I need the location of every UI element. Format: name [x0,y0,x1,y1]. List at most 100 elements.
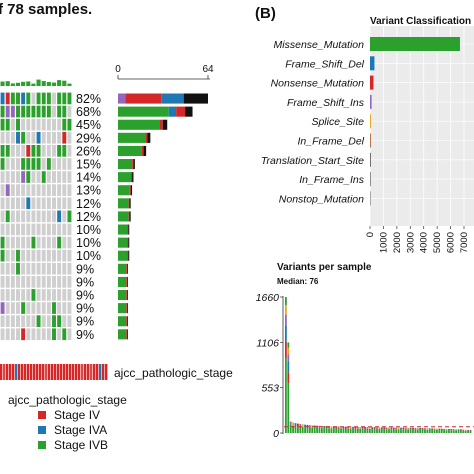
top-histogram-bar [10,83,15,86]
gene-bar-segment [126,290,127,301]
gene-bar-segment [118,106,169,117]
mutation-cell [0,197,5,210]
mutation-cell [36,249,41,262]
vps-bar-segment [380,429,383,433]
mutation-cell [21,302,26,314]
mutation-cell [26,171,31,183]
mutation-cell [41,289,46,301]
vps-bar-segment [402,429,405,433]
vc-category-label: Nonsense_Mutation [271,78,365,90]
vc-bar [370,152,371,167]
stage-annotation-cell [30,364,33,380]
mutation-cell [0,289,5,301]
vps-bar-segment [352,426,354,429]
vps-bar-segment [462,430,465,433]
vps-title: Variants per sample [277,262,372,273]
mutation-cell [36,145,41,157]
mutation-cell [41,197,46,210]
mutation-cell [41,105,46,118]
mutation-cell [0,210,5,223]
mutation-cell [26,236,31,249]
vps-bar-segment [337,426,340,429]
top-histogram-bar [15,82,21,86]
vps-bar-segment [395,427,398,430]
mutation-cell [0,223,5,236]
oncoplot-top-histogram [0,79,72,86]
mutation-cell [10,118,15,131]
top-histogram-bar [21,81,26,86]
gene-bar-segment [125,93,162,104]
mutation-cell [21,158,26,170]
mutation-cell [52,315,56,327]
gene-percentage: 45% [76,118,101,132]
vps-bar-segment [340,426,342,429]
vps-bar-segment [426,428,429,430]
top-histogram-bar [36,79,41,86]
mutation-cell [36,328,41,341]
vps-bar-segment [419,428,422,430]
vps-bar-segment [385,429,388,433]
mutation-cell [36,236,41,249]
mutation-cell [10,145,15,157]
top-histogram-bar [62,80,67,86]
stage-annotation-strip [0,364,108,380]
vps-bar-segment [452,430,455,433]
vps-bar-segment [400,429,402,433]
mutation-cell [52,223,56,236]
mutation-cell [31,184,36,196]
top-histogram-bar [5,81,10,86]
gene-percentage: 9% [76,289,94,303]
mutation-cell [46,92,51,105]
stage-annotation-cell [66,364,69,380]
mutation-cell [31,223,36,236]
vps-y-ticks: 0 553 1106 1660 [256,292,283,440]
annotation-track-label: ajcc_pathologic_stage [114,366,233,380]
mutation-cell [26,289,31,301]
gene-bar-segment [143,145,147,156]
mutation-cell [5,145,10,157]
vps-bar-segment [419,429,422,433]
gene-bar-segment [118,159,133,170]
mutation-cell [67,249,72,262]
mutation-cell [36,262,41,275]
stage-annotation-cell [27,364,30,380]
gene-bar-segment [127,250,129,261]
vps-bar-segment [287,342,290,348]
vps-ytick-label: 1106 [256,337,279,349]
vps-bar-segment [412,429,414,433]
mutation-cell [36,158,41,170]
mutation-cell [21,118,26,131]
gene-bar-segment [127,237,129,248]
vps-bar-segment [402,427,405,430]
mutation-cell [31,328,36,341]
stage-annotation-cell [63,364,66,380]
vps-bar-segment [285,297,287,306]
stage-annotation-cell [96,364,99,380]
gene-bar-segment [118,303,127,314]
gene-percentage: 9% [76,262,94,276]
legend-swatch [38,411,46,419]
vps-bar-segment [469,430,472,433]
vps-bar-segment [431,428,434,430]
vps-bar-segment [390,429,393,433]
stage-annotation-cell [12,364,15,380]
variant-class-bars [370,37,460,206]
mutation-cell [26,223,31,236]
mutation-cell [62,210,67,223]
vps-bar-segment [354,426,357,429]
mutation-cell [10,210,15,223]
mutation-cell [46,158,51,170]
gene-percentage: 13% [76,184,101,198]
variant-class-x-ticks: 0 1000 2000 3000 4000 5000 6000 7000 [365,226,470,253]
mutation-cell [5,210,10,223]
vc-xtick-label: 1000 [378,232,389,253]
mutation-cell [36,131,41,144]
gene-bar-segment [128,237,130,248]
mutation-cell [57,289,62,301]
mutation-cell [31,315,36,327]
mutation-cell [31,210,36,223]
mutation-cell [5,158,10,170]
mutation-cell [62,328,67,341]
